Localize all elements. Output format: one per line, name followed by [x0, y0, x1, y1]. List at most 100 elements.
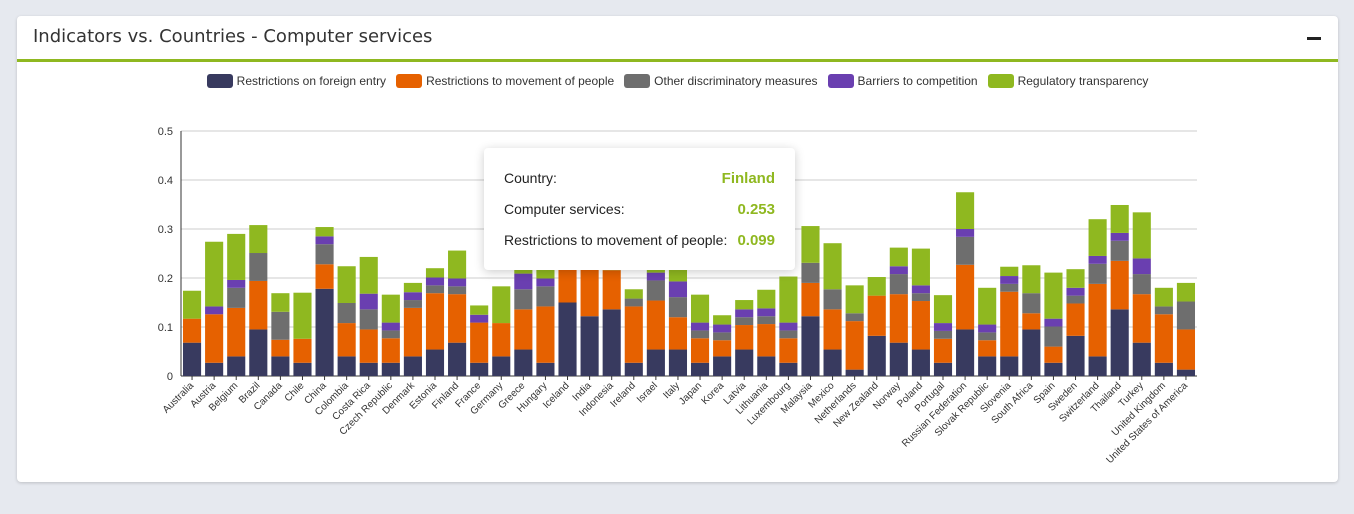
bar-segment[interactable]: [403, 307, 422, 357]
bar-segment[interactable]: [205, 362, 224, 376]
bar-segment[interactable]: [337, 266, 356, 303]
bar-segment[interactable]: [359, 329, 378, 363]
bar-segment[interactable]: [359, 309, 378, 330]
bar-segment[interactable]: [911, 301, 930, 350]
bar-segment[interactable]: [1066, 303, 1085, 336]
legend-item-barriers-competition[interactable]: Barriers to competition: [827, 74, 978, 88]
bar-segment[interactable]: [1022, 329, 1041, 376]
bar-segment[interactable]: [536, 278, 555, 287]
bar-segment[interactable]: [713, 332, 732, 341]
bar-segment[interactable]: [182, 290, 202, 319]
bar-segment[interactable]: [1088, 356, 1107, 376]
bar-segment[interactable]: [403, 292, 422, 301]
bar-segment[interactable]: [690, 362, 710, 376]
bar-segment[interactable]: [801, 282, 820, 317]
bar-segment[interactable]: [1022, 293, 1041, 314]
bar-segment[interactable]: [448, 250, 467, 279]
bar-segment[interactable]: [227, 307, 246, 357]
bar-segment[interactable]: [293, 362, 312, 376]
bar-segment[interactable]: [690, 330, 710, 339]
bar-segment[interactable]: [956, 229, 975, 237]
bar-segment[interactable]: [978, 324, 997, 333]
bar-segment[interactable]: [425, 277, 445, 286]
bar-segment[interactable]: [1132, 212, 1151, 259]
bar-segment[interactable]: [448, 342, 467, 376]
bar-segment[interactable]: [1132, 294, 1151, 343]
bar-segment[interactable]: [713, 324, 732, 333]
bar-segment[interactable]: [249, 253, 268, 281]
bar-segment[interactable]: [757, 308, 776, 317]
bar-segment[interactable]: [867, 277, 886, 296]
bar-segment[interactable]: [933, 338, 953, 363]
bar-segment[interactable]: [337, 356, 356, 376]
bar-segment[interactable]: [956, 329, 975, 376]
bar-segment[interactable]: [713, 356, 732, 376]
bar-segment[interactable]: [425, 285, 445, 294]
bar-segment[interactable]: [403, 356, 422, 376]
bar-segment[interactable]: [1110, 204, 1129, 233]
bar-segment[interactable]: [359, 256, 378, 294]
bar-segment[interactable]: [381, 294, 400, 323]
bar-segment[interactable]: [801, 262, 820, 283]
bar-segment[interactable]: [425, 268, 445, 278]
bar-segment[interactable]: [315, 264, 334, 289]
bar-segment[interactable]: [381, 322, 400, 331]
bar-segment[interactable]: [757, 289, 776, 309]
bar-segment[interactable]: [1088, 263, 1107, 284]
bar-segment[interactable]: [779, 322, 798, 331]
bar-segment[interactable]: [845, 285, 864, 314]
bar-segment[interactable]: [271, 293, 290, 312]
bar-segment[interactable]: [381, 362, 400, 376]
bar-segment[interactable]: [580, 316, 599, 376]
bar-segment[interactable]: [845, 369, 864, 376]
bar-segment[interactable]: [1110, 240, 1129, 261]
bar-segment[interactable]: [690, 294, 710, 323]
legend-item-movement-of-people[interactable]: Restrictions to movement of people: [396, 74, 614, 88]
bar-segment[interactable]: [889, 342, 908, 376]
bar-segment[interactable]: [956, 264, 975, 330]
bar-segment[interactable]: [801, 226, 820, 263]
bar-segment[interactable]: [271, 311, 290, 340]
bar-segment[interactable]: [425, 293, 445, 350]
bar-segment[interactable]: [271, 339, 290, 357]
bar-segment[interactable]: [293, 292, 312, 339]
bar-segment[interactable]: [1066, 335, 1085, 376]
bar-segment[interactable]: [933, 323, 953, 331]
legend-item-foreign-entry[interactable]: Restrictions on foreign entry: [206, 74, 386, 88]
bar-segment[interactable]: [1154, 306, 1173, 315]
collapse-button[interactable]: [1304, 28, 1324, 48]
bar-segment[interactable]: [1022, 265, 1041, 294]
bar-segment[interactable]: [757, 324, 776, 357]
bar-segment[interactable]: [933, 362, 953, 376]
bar-segment[interactable]: [514, 273, 533, 290]
bar-segment[interactable]: [293, 338, 312, 363]
bar-segment[interactable]: [182, 342, 202, 376]
legend-item-other-discriminatory[interactable]: Other discriminatory measures: [624, 74, 818, 88]
bar-segment[interactable]: [1132, 342, 1151, 376]
bar-segment[interactable]: [1176, 282, 1196, 302]
bar-segment[interactable]: [602, 270, 621, 310]
bar-segment[interactable]: [1066, 295, 1085, 304]
bar-segment[interactable]: [757, 356, 776, 376]
bar-segment[interactable]: [403, 300, 422, 308]
bar-segment[interactable]: [227, 279, 246, 288]
bar-segment[interactable]: [646, 280, 665, 301]
bar-segment[interactable]: [889, 274, 908, 295]
bar-segment[interactable]: [624, 362, 643, 376]
bar-segment[interactable]: [1000, 266, 1019, 277]
bar-segment[interactable]: [1000, 276, 1019, 284]
bar-segment[interactable]: [1000, 291, 1019, 357]
bar-segment[interactable]: [668, 297, 688, 318]
bar-segment[interactable]: [182, 318, 202, 343]
bar-segment[interactable]: [381, 338, 400, 363]
bar-segment[interactable]: [1176, 329, 1196, 370]
bar-segment[interactable]: [823, 349, 842, 376]
bar-segment[interactable]: [536, 306, 555, 363]
bar-segment[interactable]: [779, 276, 798, 323]
bar-segment[interactable]: [1154, 362, 1173, 376]
bar-segment[interactable]: [1132, 274, 1151, 295]
bar-segment[interactable]: [1044, 326, 1063, 347]
bar-segment[interactable]: [1110, 232, 1129, 241]
bar-segment[interactable]: [911, 293, 930, 302]
bar-segment[interactable]: [558, 302, 577, 377]
